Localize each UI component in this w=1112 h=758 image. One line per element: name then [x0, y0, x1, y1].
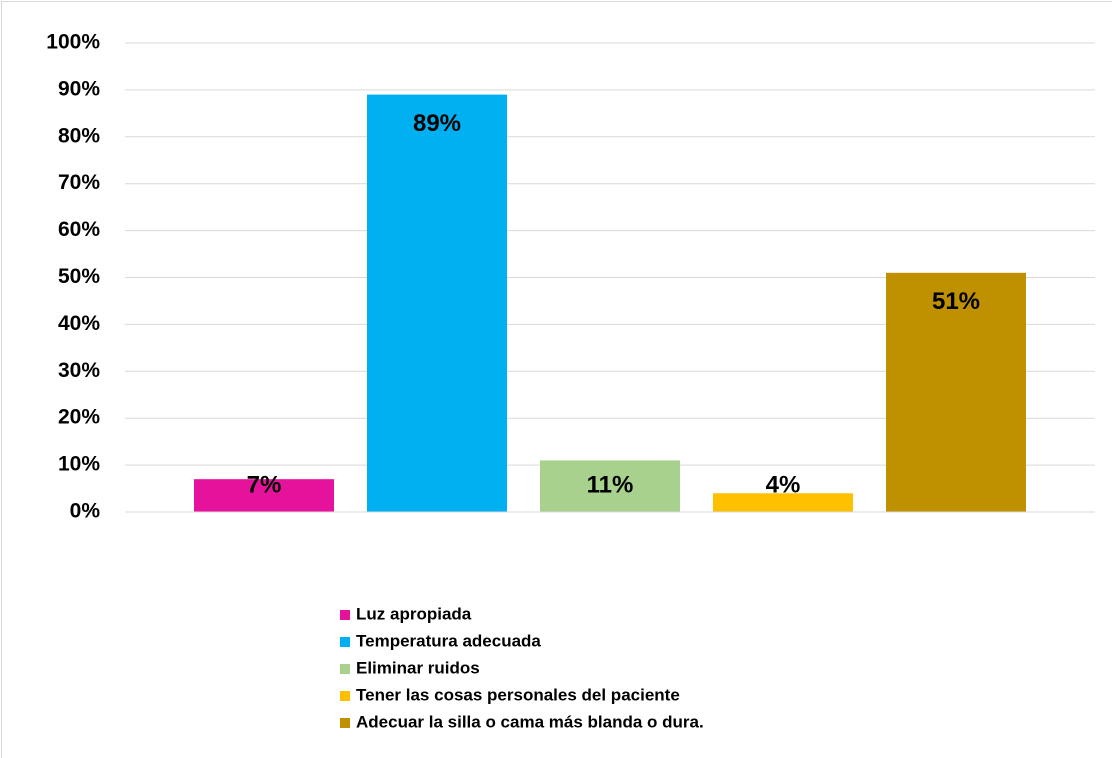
- data-label: 89%: [413, 110, 461, 137]
- y-tick-label: 0%: [70, 500, 101, 523]
- legend-label: Tener las cosas personales del paciente: [356, 685, 680, 704]
- bar: [886, 272, 1026, 512]
- legend-swatch: [340, 637, 350, 647]
- y-tick-label: 50%: [58, 265, 100, 288]
- legend-label: Adecuar la silla o cama más blanda o dur…: [356, 712, 704, 731]
- legend-swatch: [340, 610, 350, 620]
- legend-swatch: [340, 664, 350, 674]
- data-label: 51%: [932, 288, 980, 315]
- legend-label: Temperatura adecuada: [356, 631, 541, 650]
- data-label: 11%: [587, 471, 634, 498]
- bar: [194, 479, 334, 512]
- y-tick-label: 90%: [58, 77, 100, 100]
- legend-swatch: [340, 718, 350, 728]
- y-tick-label: 40%: [58, 312, 100, 335]
- legend-label: Eliminar ruidos: [356, 658, 480, 677]
- data-label: 4%: [766, 471, 801, 498]
- y-tick-label: 30%: [58, 359, 100, 382]
- y-tick-label: 60%: [58, 218, 100, 241]
- bar: [713, 493, 853, 512]
- y-tick-label: 100%: [46, 31, 100, 54]
- y-tick-label: 10%: [58, 453, 100, 476]
- bar: [540, 460, 680, 512]
- y-tick-label: 80%: [58, 124, 100, 147]
- y-tick-label: 70%: [58, 171, 100, 194]
- data-label: 7%: [247, 471, 282, 498]
- bar: [367, 94, 507, 512]
- legend-label: Luz apropiada: [356, 604, 472, 623]
- legend-swatch: [340, 691, 350, 701]
- y-tick-label: 20%: [58, 406, 100, 429]
